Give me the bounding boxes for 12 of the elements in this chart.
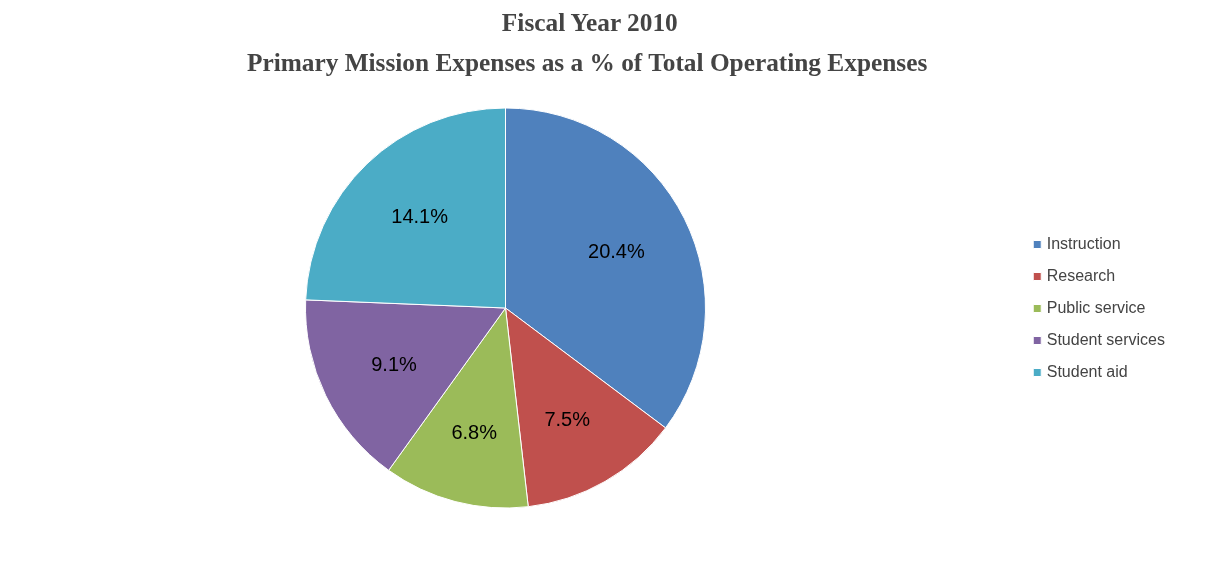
chart-title: Fiscal Year 2010 bbox=[501, 7, 678, 36]
legend-label: Instruction bbox=[1046, 234, 1121, 253]
legend-label: Student services bbox=[1046, 330, 1165, 349]
chart-subtitle: Primary Mission Expenses as a % of Total Operating Expenses bbox=[246, 47, 928, 76]
data-label: 7.5% bbox=[544, 408, 591, 431]
data-label: 20.4% bbox=[588, 239, 645, 262]
legend-label: Research bbox=[1046, 266, 1116, 285]
data-label: 6.8% bbox=[451, 421, 498, 444]
legend-label: Student aid bbox=[1046, 362, 1128, 381]
data-label: 14.1% bbox=[391, 204, 449, 227]
legend-label: Public service bbox=[1046, 298, 1146, 317]
data-label: 9.1% bbox=[371, 353, 418, 376]
